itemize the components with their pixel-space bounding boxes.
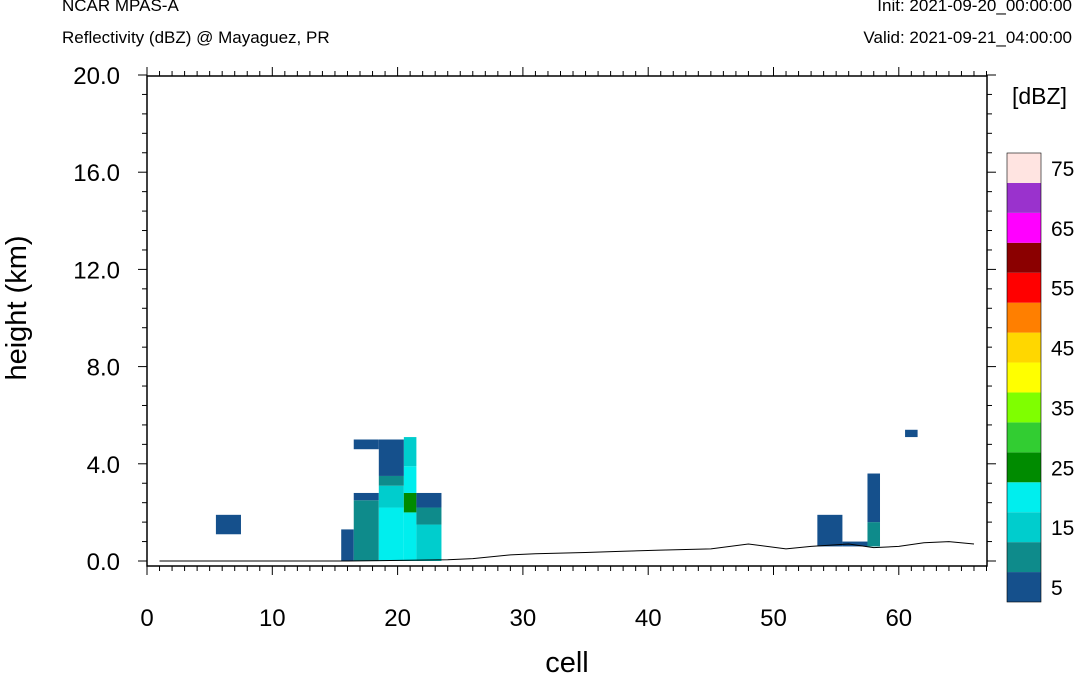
reflectivity-cell	[416, 492, 442, 508]
y-tick-label: 20.0	[73, 63, 120, 90]
reflectivity-cell	[403, 512, 417, 561]
colorbar-swatch	[1007, 572, 1041, 602]
x-tick-label: 40	[635, 605, 662, 632]
y-tick-label: 12.0	[73, 257, 120, 284]
reflectivity-cell	[341, 529, 354, 561]
colorbar-tick-label: 65	[1051, 218, 1074, 241]
colorbar-title: [dBZ]	[1012, 83, 1067, 109]
colorbar-frame	[1006, 152, 1042, 603]
reflectivity-cell	[378, 507, 404, 561]
colorbar-swatch	[1007, 362, 1041, 393]
y-axis-label: height (km)	[1, 235, 33, 380]
valid-time: Valid: 2021-09-21_04:00:00	[863, 28, 1072, 47]
reflectivity-cell	[817, 514, 843, 547]
y-tick-label: 16.0	[73, 160, 120, 187]
reflectivity-cell	[353, 492, 379, 501]
x-axis-label: cell	[545, 647, 589, 677]
init-time: Init: 2021-09-20_00:00:00	[877, 0, 1072, 15]
terrain-line	[159, 541, 975, 562]
reflectivity-cell	[215, 514, 241, 535]
colorbar-tick-label: 35	[1051, 397, 1074, 420]
plot-frame	[146, 75, 988, 567]
x-tick-label: 0	[140, 605, 153, 632]
x-tick-label: 10	[259, 605, 286, 632]
terrain-profile	[159, 541, 975, 562]
colorbar-tick-label: 45	[1051, 338, 1074, 361]
reflectivity-cell	[378, 439, 404, 476]
reflectivity-cell	[378, 475, 404, 486]
colorbar-tick-label: 75	[1051, 158, 1074, 181]
reflectivity-cell	[403, 437, 417, 467]
plot-axes: 0 10 20 30 40 50 60 0.0 4.0 8.0 12.0 16.0 20.0 cell he…	[1, 63, 996, 677]
colorbar-swatch	[1007, 422, 1041, 453]
colorbar-swatch	[1007, 392, 1041, 423]
reflectivity-cell	[416, 507, 442, 525]
reflectivity-cell	[353, 500, 379, 561]
colorbar-tick-label: 15	[1051, 517, 1074, 540]
colorbar: 5 15 25 35 45 55 65 75 [dBZ]	[1006, 83, 1074, 603]
field-description: Reflectivity (dBZ) @ Mayaguez, PR	[62, 28, 330, 47]
reflectivity-cell	[867, 473, 881, 523]
reflectivity-cell	[842, 541, 868, 547]
x-tick-label: 30	[510, 605, 537, 632]
reflectivity-cell	[353, 439, 379, 450]
x-tick-label: 20	[384, 605, 411, 632]
colorbar-swatch	[1007, 182, 1041, 213]
reflectivity-cell	[403, 466, 417, 493]
reflectivity-cell	[416, 524, 442, 561]
reflectivity-cell	[403, 492, 417, 513]
x-tick-label: 60	[885, 605, 912, 632]
y-tick-label: 4.0	[87, 452, 120, 479]
colorbar-swatch	[1007, 482, 1041, 513]
y-tick-label: 0.0	[87, 549, 120, 576]
colorbar-swatch	[1007, 153, 1041, 183]
model-name: NCAR MPAS-A	[62, 0, 179, 15]
reflectivity-cell	[867, 522, 881, 547]
colorbar-swatch	[1007, 302, 1041, 333]
colorbar-tick-label: 25	[1051, 457, 1074, 480]
reflectivity-cells	[215, 429, 918, 561]
colorbar-swatch	[1007, 212, 1041, 243]
colorbar-swatch	[1007, 542, 1041, 573]
colorbar-tick-label: 5	[1051, 577, 1063, 600]
reflectivity-cell	[905, 429, 918, 438]
colorbar-swatch	[1007, 452, 1041, 483]
colorbar-swatch	[1007, 242, 1041, 273]
reflectivity-cell	[378, 485, 404, 508]
x-tick-label: 50	[760, 605, 787, 632]
colorbar-swatch	[1007, 512, 1041, 543]
colorbar-swatch	[1007, 272, 1041, 303]
colorbar-tick-label: 55	[1051, 278, 1074, 301]
colorbar-swatch	[1007, 332, 1041, 363]
y-tick-label: 8.0	[87, 355, 120, 382]
